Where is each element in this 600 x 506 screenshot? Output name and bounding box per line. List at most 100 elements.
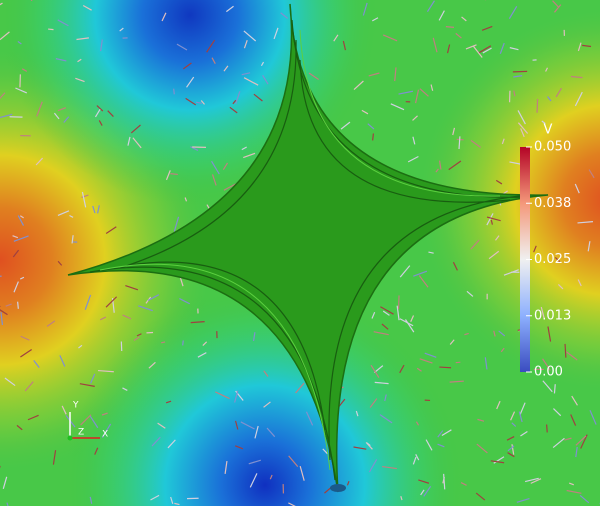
vector-glyph (412, 136, 416, 145)
vector-glyph (441, 429, 452, 437)
vector-glyph (248, 459, 262, 465)
vector-glyph (119, 27, 124, 32)
vector-glyph (508, 6, 518, 20)
vector-glyph (374, 381, 389, 385)
colorbar (520, 147, 530, 372)
vector-glyph (486, 216, 501, 222)
vector-glyph (493, 456, 505, 464)
vector-glyph (488, 250, 500, 260)
vector-glyph (520, 430, 528, 437)
vector-glyph (76, 37, 89, 41)
vector-glyph (243, 152, 256, 159)
z-axis (67, 435, 73, 441)
vector-glyph (96, 205, 100, 214)
vector-glyph (552, 437, 565, 449)
vector-glyph (333, 34, 339, 42)
vector-glyph (381, 323, 389, 330)
vector-glyph (533, 245, 537, 253)
vector-glyph (89, 496, 93, 504)
vector-glyph (57, 260, 63, 266)
vector-glyph (382, 310, 390, 316)
vector-glyph (517, 110, 526, 125)
vector-glyph (12, 249, 20, 258)
vector-glyph (101, 412, 108, 416)
vector-glyph (243, 30, 257, 42)
vector-glyph (222, 162, 229, 171)
vector-glyph (536, 98, 539, 113)
vector-glyph (78, 344, 83, 349)
vector-glyph (481, 25, 493, 31)
vector-glyph (53, 112, 60, 120)
vector-glyph (355, 410, 359, 417)
vector-glyph (262, 74, 269, 85)
vector-glyph (553, 408, 562, 417)
vector-glyph (92, 205, 96, 214)
vector-glyph (57, 107, 66, 112)
vector-glyph (416, 367, 422, 372)
vector-glyph (414, 89, 420, 104)
vector-glyph (151, 436, 161, 447)
vector-glyph (122, 314, 132, 320)
vector-glyph (570, 75, 583, 79)
vector-glyph (19, 215, 24, 219)
colorbar-title: V (544, 123, 553, 138)
vector-glyph (71, 235, 74, 244)
vector-glyph (13, 281, 19, 293)
vector-glyph (100, 39, 103, 52)
vector-glyph (501, 138, 505, 145)
vector-glyph (373, 365, 384, 374)
vector-glyph (517, 122, 529, 134)
vector-glyph (577, 279, 582, 287)
vector-glyph (432, 37, 438, 53)
vector-glyph (368, 72, 380, 77)
colorbar-tick-label: 0.025 (534, 252, 571, 267)
vector-glyph (12, 235, 19, 239)
vector-glyph (518, 411, 523, 423)
vector-glyph (81, 191, 87, 208)
vector-glyph (90, 373, 96, 384)
vector-glyph (577, 42, 582, 52)
vector-glyph (190, 146, 199, 151)
vector-glyph (269, 474, 273, 480)
vector-glyph (81, 194, 89, 199)
vector-glyph (547, 96, 552, 102)
vector-glyph (520, 128, 525, 138)
vector-glyph (574, 183, 580, 194)
vector-glyph (557, 284, 564, 290)
vector-glyph (288, 502, 296, 506)
vector-glyph (223, 65, 229, 72)
vector-glyph (396, 305, 400, 321)
vector-glyph (575, 435, 587, 446)
vector-glyph (507, 445, 515, 452)
colorbar-tick-label: 0.00 (534, 365, 563, 380)
vector-glyph (400, 495, 403, 501)
vector-glyph (82, 5, 92, 11)
vector-glyph (0, 312, 4, 325)
vector-glyph (499, 42, 505, 54)
vector-glyph (170, 496, 174, 504)
vector-glyph (370, 364, 380, 378)
vector-glyph (475, 492, 486, 501)
vector-glyph (412, 115, 418, 121)
vector-glyph (211, 160, 220, 175)
vector-glyph (589, 410, 597, 425)
vector-glyph (235, 91, 241, 104)
vector-glyph (170, 173, 178, 176)
vector-glyph (299, 465, 305, 481)
vector-glyph (17, 40, 22, 45)
vector-glyph (59, 355, 66, 367)
vector-glyph (470, 239, 480, 250)
vector-glyph (371, 17, 379, 22)
vector-glyph (552, 0, 559, 8)
vector-glyph (4, 377, 16, 387)
vector-glyph (211, 57, 216, 64)
vector-glyph (63, 116, 70, 123)
vector-glyph (340, 121, 351, 130)
vector-glyph (127, 136, 131, 146)
streamline-end (330, 484, 346, 492)
vector-glyph (464, 332, 469, 336)
vector-glyph (568, 482, 575, 486)
vector-glyph (182, 62, 192, 70)
vector-glyph (253, 93, 263, 102)
